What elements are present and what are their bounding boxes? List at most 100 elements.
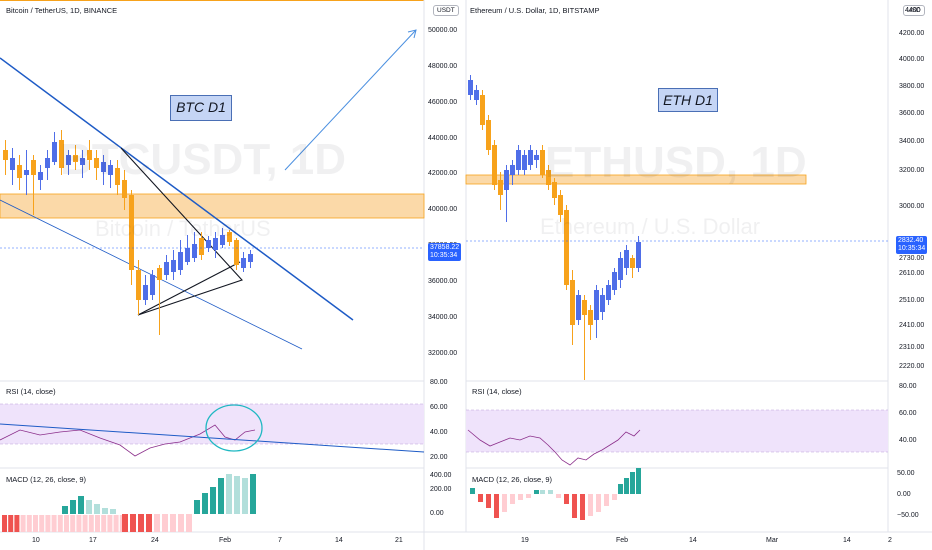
btc-macd-bar: [8, 515, 14, 532]
btc-currency-chip[interactable]: USDT: [433, 5, 459, 16]
eth-price-tick: 3000.00: [899, 203, 925, 210]
btc-price-tick: 36000.00: [428, 278, 458, 285]
eth-macd-bar: [540, 490, 545, 494]
btc-macd-bar: [20, 515, 26, 532]
eth-macd-bar: [572, 494, 577, 518]
btc-macd-bar: [113, 515, 119, 532]
eth-macd-bar: [580, 494, 585, 520]
btc-macd-bar: [122, 514, 128, 532]
btc-lower-channel-line: [0, 199, 303, 350]
eth-macd-bar: [596, 494, 601, 512]
btc-date-tick: 7: [278, 537, 282, 544]
btc-date-tick: Feb: [219, 537, 232, 544]
btc-macd-bar: [178, 514, 184, 532]
btc-price-tick: 48000.00: [428, 63, 458, 70]
btc-price-tick: 42000.00: [428, 170, 458, 177]
eth-candle-body: [618, 258, 623, 280]
eth-candle-body: [522, 155, 527, 170]
eth-rsi-tick: 60.00: [899, 410, 917, 417]
eth-price-tick: 3200.00: [899, 167, 925, 174]
eth-macd-bar: [494, 494, 499, 518]
eth-label-box[interactable]: ETH D1: [658, 88, 718, 112]
btc-macd-bar: [130, 514, 136, 532]
eth-rsi-band: [466, 410, 888, 452]
eth-price-tick: 3400.00: [899, 138, 925, 145]
btc-macd-bar: [101, 515, 107, 532]
btc-macd-bar: [51, 515, 57, 532]
btc-candle-body: [87, 150, 92, 160]
btc-macd-label[interactable]: MACD (12, 26, close, 9): [6, 475, 87, 484]
eth-candle-body: [540, 150, 545, 175]
eth-resistance-zone: [465, 174, 807, 185]
btc-candle-body: [241, 258, 246, 268]
btc-macd-bar: [107, 515, 113, 532]
btc-watermark: BTCUSDT, 1D: [60, 135, 347, 184]
btc-macd-bar: [26, 515, 32, 532]
btc-rsi-tick: 40.00: [430, 429, 448, 436]
eth-countdown: 10:35:34: [898, 245, 926, 252]
eth-candle-body: [588, 310, 593, 325]
btc-rsi-tick: 60.00: [430, 404, 448, 411]
btc-date-tick: 14: [335, 537, 343, 544]
btc-candle-body: [150, 275, 155, 295]
btc-candle-body: [220, 235, 225, 245]
btc-current-price: 37858.22: [430, 244, 460, 251]
btc-candle-body: [94, 158, 99, 168]
eth-currency-chip[interactable]: USD: [903, 5, 925, 16]
eth-price-tick: 2310.00: [899, 344, 925, 351]
btc-macd-bar: [102, 508, 108, 514]
btc-macd-bar: [39, 515, 45, 532]
eth-candle-body: [564, 210, 569, 285]
eth-date-tick: 14: [689, 537, 697, 544]
eth-macd-tick: 0.00: [897, 491, 911, 498]
eth-candle-body: [600, 295, 605, 312]
btc-candle-body: [122, 180, 127, 198]
btc-candle-body: [199, 238, 204, 255]
eth-rsi-label[interactable]: RSI (14, close): [472, 387, 522, 396]
btc-macd-bar: [234, 476, 240, 514]
btc-macd-bar: [154, 514, 160, 532]
btc-candle-body: [136, 270, 141, 300]
btc-macd-bar: [76, 515, 82, 532]
btc-candle-body: [17, 165, 22, 178]
eth-macd-bar: [588, 494, 593, 516]
eth-candle-body: [480, 95, 485, 125]
eth-top-price: 4400: [905, 7, 921, 14]
eth-macd-label[interactable]: MACD (12, 26, close, 9): [472, 475, 553, 484]
btc-resistance-zone: [0, 193, 425, 219]
eth-rsi-tick: 80.00: [899, 383, 917, 390]
btc-candle-body: [38, 172, 43, 180]
btc-candle-body: [192, 244, 197, 258]
btc-label-box[interactable]: BTC D1: [170, 95, 232, 121]
eth-macd-bar: [556, 494, 561, 498]
eth-candle-body: [504, 170, 509, 190]
btc-price-tick: 46000.00: [428, 99, 458, 106]
eth-date-tick: 14: [843, 537, 851, 544]
eth-macd-bar: [510, 494, 515, 504]
btc-macd-bar: [110, 509, 116, 514]
btc-price-tick: 32000.00: [428, 350, 458, 357]
btc-candle-body: [3, 150, 8, 160]
btc-candle-body: [24, 170, 29, 175]
btc-rsi-trendline: [0, 423, 425, 453]
eth-candle-body: [474, 90, 479, 100]
eth-price-tick: 3600.00: [899, 110, 925, 117]
eth-price-tick: 3800.00: [899, 83, 925, 90]
eth-candle-body: [612, 272, 617, 290]
eth-watermark-sub: Ethereum / U.S. Dollar: [540, 214, 761, 239]
btc-macd-bar: [202, 493, 208, 514]
btc-candle-body: [206, 240, 211, 248]
eth-candle-body: [558, 195, 563, 215]
eth-candle-body: [570, 280, 575, 325]
eth-macd-tick: 50.00: [897, 470, 915, 477]
btc-macd-bar: [2, 515, 7, 532]
btc-rsi-label[interactable]: RSI (14, close): [6, 387, 56, 396]
btc-macd-bar: [62, 506, 68, 514]
eth-macd-bar: [478, 494, 483, 502]
btc-macd-tick: 200.00: [430, 486, 452, 493]
btc-macd-bar: [70, 500, 76, 514]
eth-chart-title: Ethereum / U.S. Dollar, 1D, BITSTAMP: [470, 6, 600, 15]
btc-date-tick: 21: [395, 537, 403, 544]
btc-watermark-sub: Bitcoin / TetherUS: [95, 216, 271, 241]
